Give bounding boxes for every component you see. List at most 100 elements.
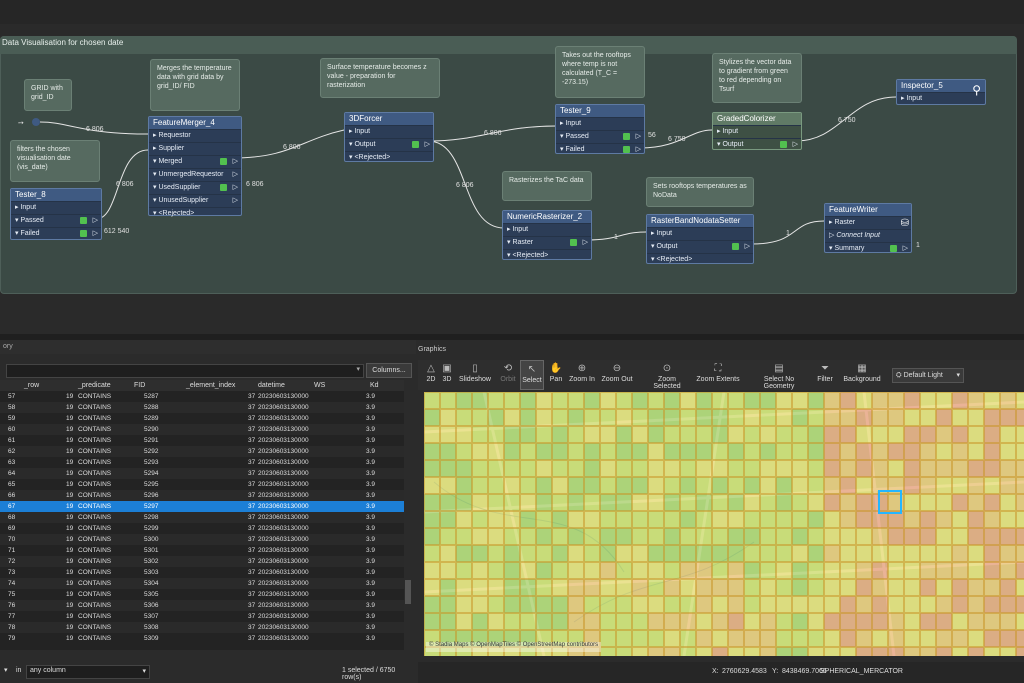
annotation-merge[interactable]: Merges the temperature data with grid da…	[150, 59, 240, 111]
pane-splitter[interactable]	[0, 334, 1024, 340]
transformer-graded-colorizer[interactable]: GradedColorizer ▸ Input ▾ Output ▷	[712, 112, 802, 150]
tool-filter[interactable]: ⏷ Filter	[816, 360, 834, 390]
tool-pan[interactable]: ✋ Pan	[546, 360, 566, 390]
column-header[interactable]: FID	[134, 382, 146, 389]
tool-2d[interactable]: △ 2D	[424, 360, 438, 390]
port-failed[interactable]: ▾ Failed ▷	[556, 143, 644, 156]
table-selector-dropdown[interactable]: ▾	[6, 364, 364, 378]
transformer-tester-9[interactable]: Tester_9 ▸ Input ▾ Passed ▷ ▾ Failed ▷	[555, 104, 645, 154]
port-passed[interactable]: ▾ Passed ▷	[556, 130, 644, 143]
port-rejected[interactable]: ▾ <Rejected>	[503, 249, 591, 262]
transformer-feature-merger[interactable]: FeatureMerger_4 ▸ Requestor ▸ Supplier ▾…	[148, 116, 242, 217]
table-panel-tab[interactable]: ory	[0, 340, 416, 354]
filter-dropdown-arrow-icon[interactable]: ▾	[4, 667, 8, 674]
transformer-numeric-rasterizer[interactable]: NumericRasterizer_2 ▸ Input ▾ Raster ▷ ▾ …	[502, 210, 592, 260]
port-input[interactable]: ▸ Input	[11, 201, 101, 214]
eye-icon[interactable]	[780, 141, 787, 148]
feature-count[interactable]: 1	[614, 234, 618, 241]
table-row[interactable]: 68 19 CONTAINS 5298 37 20230603130000 3.9	[0, 512, 404, 523]
port-plus-icon[interactable]	[220, 184, 227, 191]
transformer-feature-writer[interactable]: FeatureWriter ▸ Raster ▷ Connect Input ▾…	[824, 203, 912, 253]
tool-zoom-in[interactable]: ⊕ Zoom In	[568, 360, 596, 390]
table-row[interactable]: 72 19 CONTAINS 5302 37 20230603130000 3.9	[0, 556, 404, 567]
annotation-rasterize[interactable]: Rasterizes the TaC data	[502, 171, 592, 201]
transformer-inspector[interactable]: Inspector_5 ▸ Input ⚲	[896, 79, 986, 105]
port-connect-input[interactable]: ▷ Connect Input	[825, 229, 911, 242]
port-output[interactable]: ▾ Output ▷	[713, 138, 801, 151]
port-plus-icon[interactable]	[220, 158, 227, 165]
annotation-tester9[interactable]: Takes out the rooftops where temp is not…	[555, 46, 645, 98]
table-scrollbar[interactable]	[404, 380, 412, 650]
data-table[interactable]: _row _predicate FID _element_index datet…	[0, 380, 404, 650]
table-row[interactable]: 79 19 CONTAINS 5309 37 20230603130000 3.9	[0, 633, 404, 644]
feature-count[interactable]: 6 806	[86, 126, 104, 133]
feature-count[interactable]: 6 806	[456, 182, 474, 189]
map-attribution[interactable]: © Stadia Maps © OpenMapTiles © OpenStree…	[426, 642, 602, 652]
port-plus-icon[interactable]	[80, 217, 87, 224]
port-input[interactable]: ▸ Input	[647, 227, 753, 240]
table-row[interactable]: 65 19 CONTAINS 5295 37 20230603130000 3.9	[0, 479, 404, 490]
table-row[interactable]: 63 19 CONTAINS 5293 37 20230603130000 3.9	[0, 457, 404, 468]
table-row[interactable]: 66 19 CONTAINS 5296 37 20230603130000 3.9	[0, 490, 404, 501]
feature-count[interactable]: 612 540	[104, 228, 130, 235]
tool-select[interactable]: ↖ Select	[520, 360, 544, 390]
port-rejected[interactable]: ▾ <Rejected>	[149, 207, 241, 220]
annotation-surface[interactable]: Surface temperature becomes z value - pr…	[320, 58, 440, 98]
bookmark-title[interactable]: Data Visualisation for chosen date	[0, 36, 1017, 54]
feature-count[interactable]: 6 806	[246, 181, 264, 188]
magnifier-icon[interactable]: ⚲	[972, 83, 981, 97]
port-input[interactable]: ▸ Input	[503, 223, 591, 236]
port-plus-icon[interactable]	[732, 243, 739, 250]
feature-count[interactable]: 6 806	[116, 181, 134, 188]
column-header[interactable]: _row	[24, 382, 40, 389]
column-header[interactable]: WS	[314, 382, 326, 389]
feature-count[interactable]: 1	[916, 242, 920, 249]
port-raster[interactable]: ▾ Raster ▷	[503, 236, 591, 249]
theme-select[interactable]: ⛭ Default Light ▾	[892, 368, 964, 383]
annotation-nodata[interactable]: Sets rooftops temperatures as NoData	[646, 177, 754, 207]
table-row[interactable]: 62 19 CONTAINS 5292 37 20230603130000 3.9	[0, 446, 404, 457]
transformer-tester-8[interactable]: Tester_8 ▸ Input ▾ Passed ▷ ▾ Failed ▷	[10, 188, 102, 240]
table-row[interactable]: 75 19 CONTAINS 5305 37 20230603130000 3.9	[0, 589, 404, 600]
port-plus-icon[interactable]	[412, 141, 419, 148]
table-row[interactable]: 60 19 CONTAINS 5290 37 20230603130000 3.9	[0, 424, 404, 435]
port-failed[interactable]: ▾ Failed ▷	[11, 227, 101, 240]
map-view[interactable]	[424, 392, 1024, 656]
tool-orbit[interactable]: ⟲ Orbit	[498, 360, 518, 390]
port-plus-icon[interactable]	[80, 230, 87, 237]
table-row[interactable]: 76 19 CONTAINS 5306 37 20230603130000 3.9	[0, 600, 404, 611]
table-row[interactable]: 70 19 CONTAINS 5300 37 20230603130000 3.9	[0, 534, 404, 545]
table-row[interactable]: 77 19 CONTAINS 5307 37 20230603130000 3.9	[0, 611, 404, 622]
port-requestor[interactable]: ▸ Requestor	[149, 129, 241, 142]
feature-count[interactable]: 6 806	[484, 130, 502, 137]
port-output[interactable]: ▾ Output ▷	[345, 138, 433, 151]
tool-background[interactable]: ▦ Background	[842, 360, 882, 390]
feature-count[interactable]: 56	[648, 132, 656, 139]
tool-slideshow[interactable]: ▯ Slideshow	[458, 360, 492, 390]
port-plus-icon[interactable]	[570, 239, 577, 246]
feature-count[interactable]: 1	[786, 230, 790, 237]
port-merged[interactable]: ▾ Merged ▷	[149, 155, 241, 168]
table-row[interactable]: 67 19 CONTAINS 5297 37 20230603130000 3.9	[0, 501, 404, 512]
tool-select-no-geometry[interactable]: ▤ Select No Geometry	[748, 360, 810, 390]
transformer-3d-forcer[interactable]: 3DForcer ▸ Input ▾ Output ▷ ▾ <Rejected>	[344, 112, 434, 162]
column-header[interactable]: Kd	[370, 382, 379, 389]
table-row[interactable]: 58 19 CONTAINS 5288 37 20230603130000 3.9	[0, 402, 404, 413]
port-plus-icon[interactable]	[623, 133, 630, 140]
table-row[interactable]: 73 19 CONTAINS 5303 37 20230603130000 3.9	[0, 567, 404, 578]
feature-count[interactable]: 6 806	[283, 144, 301, 151]
port-unmerged[interactable]: ▾ UnmergedRequestor ▷	[149, 168, 241, 181]
tool-zoom-out[interactable]: ⊖ Zoom Out	[600, 360, 634, 390]
feature-count[interactable]: 6 750	[668, 136, 686, 143]
port-used-supplier[interactable]: ▾ UsedSupplier ▷	[149, 181, 241, 194]
port-input[interactable]: ▸ Input	[556, 117, 644, 130]
port-plus-icon[interactable]	[890, 245, 897, 252]
table-row[interactable]: 78 19 CONTAINS 5308 37 20230603130000 3.9	[0, 622, 404, 633]
annotation-grid[interactable]: GRID with grid_ID	[24, 79, 72, 111]
port-input[interactable]: ▸ Input	[713, 125, 801, 138]
table-row[interactable]: 71 19 CONTAINS 5301 37 20230603130000 3.9	[0, 545, 404, 556]
table-row[interactable]: 69 19 CONTAINS 5299 37 20230603130000 3.9	[0, 523, 404, 534]
tool-zoom-selected[interactable]: ⊙ Zoom Selected	[644, 360, 690, 390]
port-input[interactable]: ▸ Input	[897, 92, 985, 105]
search-column-select[interactable]: any column ▾	[26, 665, 150, 679]
